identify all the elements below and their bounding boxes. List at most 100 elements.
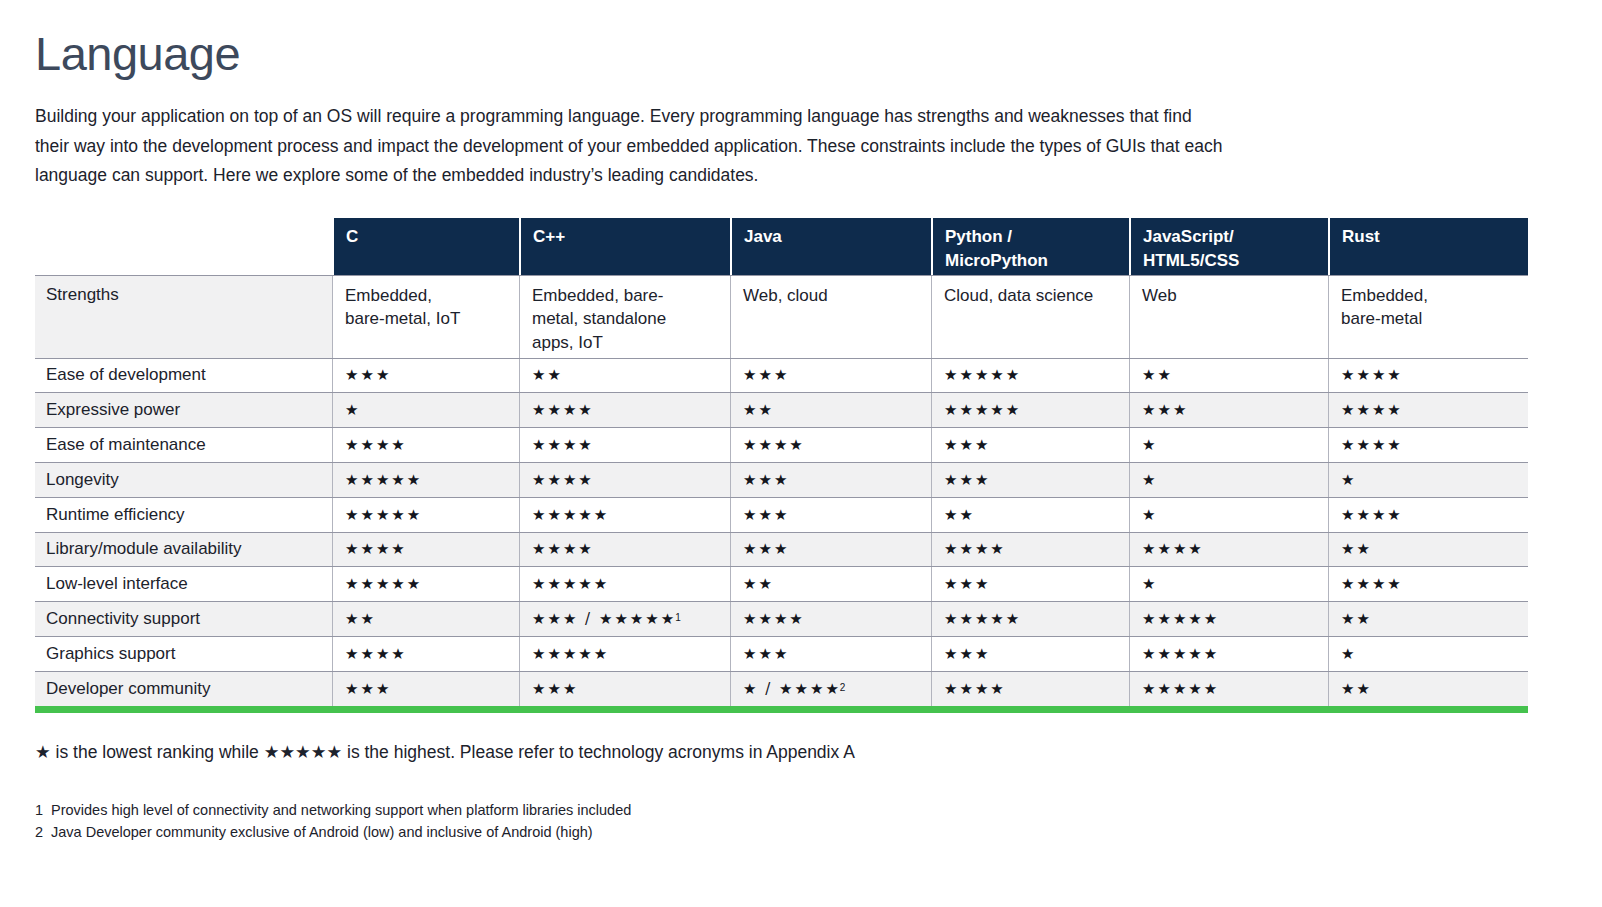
star-rating: ★: [1142, 506, 1157, 524]
column-header-4: Python /MicroPython: [931, 218, 1129, 275]
rating-cell: ★: [1328, 463, 1528, 497]
strengths-line: Cloud, data science: [944, 284, 1117, 308]
rating-cell: ★★★: [931, 428, 1129, 462]
rating-cell: ★★★: [931, 567, 1129, 601]
rating-cell: ★★★★★: [519, 498, 730, 532]
star-rating: ★ / ★★★★: [743, 680, 841, 698]
star-rating: ★★★★: [944, 680, 1006, 698]
rating-cell: ★★★★★: [332, 463, 519, 497]
rating-cell: ★★: [1328, 533, 1528, 567]
column-header-line: C++: [533, 225, 718, 249]
rating-cell: ★★★: [730, 498, 931, 532]
star-rating: ★★★★★: [345, 506, 422, 524]
rating-cell: ★★★★: [1328, 359, 1528, 393]
rating-row: Connectivity support★★★★★ / ★★★★★1★★★★★★…: [35, 601, 1528, 636]
rating-cell: ★★★★: [519, 463, 730, 497]
rating-cell: ★★★: [730, 463, 931, 497]
rating-row: Expressive power★★★★★★★★★★★★★★★★★★★: [35, 392, 1528, 427]
row-label: Ease of maintenance: [35, 428, 332, 462]
strengths-cell: Web, cloud: [730, 276, 931, 358]
star-rating: ★★★ / ★★★★★: [532, 610, 676, 628]
footnote-text: Provides high level of connectivity and …: [51, 802, 631, 818]
star-rating: ★★★★: [345, 645, 407, 663]
star-rating: ★★★★★: [944, 610, 1021, 628]
rating-row: Library/module availability★★★★★★★★★★★★★…: [35, 532, 1528, 567]
column-header-2: C++: [519, 218, 730, 275]
rating-row: Ease of maintenance★★★★★★★★★★★★★★★★★★★★: [35, 427, 1528, 462]
rating-cell: ★★: [1129, 359, 1328, 393]
star-legend: ★ is the lowest ranking while ★★★★★ is t…: [35, 740, 1602, 764]
strengths-line: Embedded,: [345, 284, 507, 308]
strengths-line: metal, standalone: [532, 307, 718, 331]
star-rating: ★★★★★: [532, 645, 609, 663]
footnote-number: 1: [35, 799, 51, 821]
intro-line-3: language can support. Here we explore so…: [35, 161, 1602, 191]
rating-cell: ★★★★★: [332, 567, 519, 601]
table-accent-bar: [35, 706, 1528, 713]
table-header-row: C C++ Java Python /MicroPythonJavaScript/HT…: [35, 218, 1528, 275]
row-label: Low-level interface: [35, 567, 332, 601]
star-rating: ★★★★★: [345, 471, 422, 489]
rating-cell: ★★★★: [931, 533, 1129, 567]
strengths-row: StrengthsEmbedded,bare-metal, IoTEmbedde…: [35, 275, 1528, 358]
column-header-1: C: [332, 218, 519, 275]
rating-cell: ★★: [730, 393, 931, 427]
rating-cell: ★★★★: [1328, 567, 1528, 601]
strengths-line: apps, IoT: [532, 331, 718, 355]
star-rating: ★★: [944, 506, 975, 524]
rating-cell: ★★★: [730, 359, 931, 393]
rating-cell: ★ / ★★★★2: [730, 672, 931, 706]
rating-row: Longevity★★★★★★★★★★★★★★★★★: [35, 462, 1528, 497]
star-rating: ★★★★★: [1142, 680, 1219, 698]
rating-cell: ★: [1129, 498, 1328, 532]
star-rating: ★: [1142, 575, 1157, 593]
star-rating: ★★★★: [532, 401, 594, 419]
column-header-line: Java: [744, 225, 919, 249]
star-rating: ★★: [743, 575, 774, 593]
rating-cell: ★★: [1328, 672, 1528, 706]
rating-cell: ★★★: [332, 672, 519, 706]
intro-line-1: Building your application on top of an O…: [35, 102, 1602, 132]
star-rating: ★★★★: [944, 540, 1006, 558]
star-rating: ★★★★: [1341, 436, 1403, 454]
column-header-3: Java: [730, 218, 931, 275]
row-label: Runtime efficiency: [35, 498, 332, 532]
strengths-line: Embedded, bare-: [532, 284, 718, 308]
strengths-line: Embedded,: [1341, 284, 1516, 308]
rating-cell: ★★: [519, 359, 730, 393]
star-rating: ★★: [1142, 366, 1173, 384]
rating-row: Low-level interface★★★★★★★★★★★★★★★★★★★★: [35, 566, 1528, 601]
rating-cell: ★: [332, 393, 519, 427]
row-label: Developer community: [35, 672, 332, 706]
column-header-6: Rust: [1328, 218, 1528, 275]
strengths-line: Web: [1142, 284, 1316, 308]
row-label: Connectivity support: [35, 602, 332, 636]
rating-cell: ★: [1129, 567, 1328, 601]
rating-cell: ★★★★: [1328, 393, 1528, 427]
row-label: Strengths: [35, 276, 332, 358]
column-header-5: JavaScript/HTML5/CSS: [1129, 218, 1328, 275]
star-rating: ★★: [743, 401, 774, 419]
rating-cell: ★★★: [931, 463, 1129, 497]
star-rating: ★★★★: [1341, 506, 1403, 524]
footnote-1: 1Provides high level of connectivity and…: [35, 799, 1602, 821]
column-header-line: JavaScript/: [1143, 225, 1316, 249]
rating-cell: ★★★: [519, 672, 730, 706]
star-rating: ★★★: [944, 436, 990, 454]
star-rating: ★★★★★: [1142, 645, 1219, 663]
rating-cell: ★★★★: [332, 533, 519, 567]
star-rating: ★★★: [345, 680, 391, 698]
strengths-cell: Embedded,bare-metal, IoT: [332, 276, 519, 358]
strengths-cell: Embedded, bare-metal, standaloneapps, Io…: [519, 276, 730, 358]
star-rating: ★★★: [743, 506, 789, 524]
rating-cell: ★★★: [1129, 393, 1328, 427]
star-rating: ★★★★: [345, 540, 407, 558]
intro-line-2: their way into the development process a…: [35, 132, 1602, 162]
rating-cell: ★★★: [931, 637, 1129, 671]
star-rating: ★★★★★: [532, 575, 609, 593]
rating-cell: ★★★★: [1328, 498, 1528, 532]
rating-cell: ★★: [332, 602, 519, 636]
rating-cell: ★★★★: [730, 602, 931, 636]
rating-cell: ★★★★: [332, 428, 519, 462]
star-rating: ★★: [345, 610, 376, 628]
